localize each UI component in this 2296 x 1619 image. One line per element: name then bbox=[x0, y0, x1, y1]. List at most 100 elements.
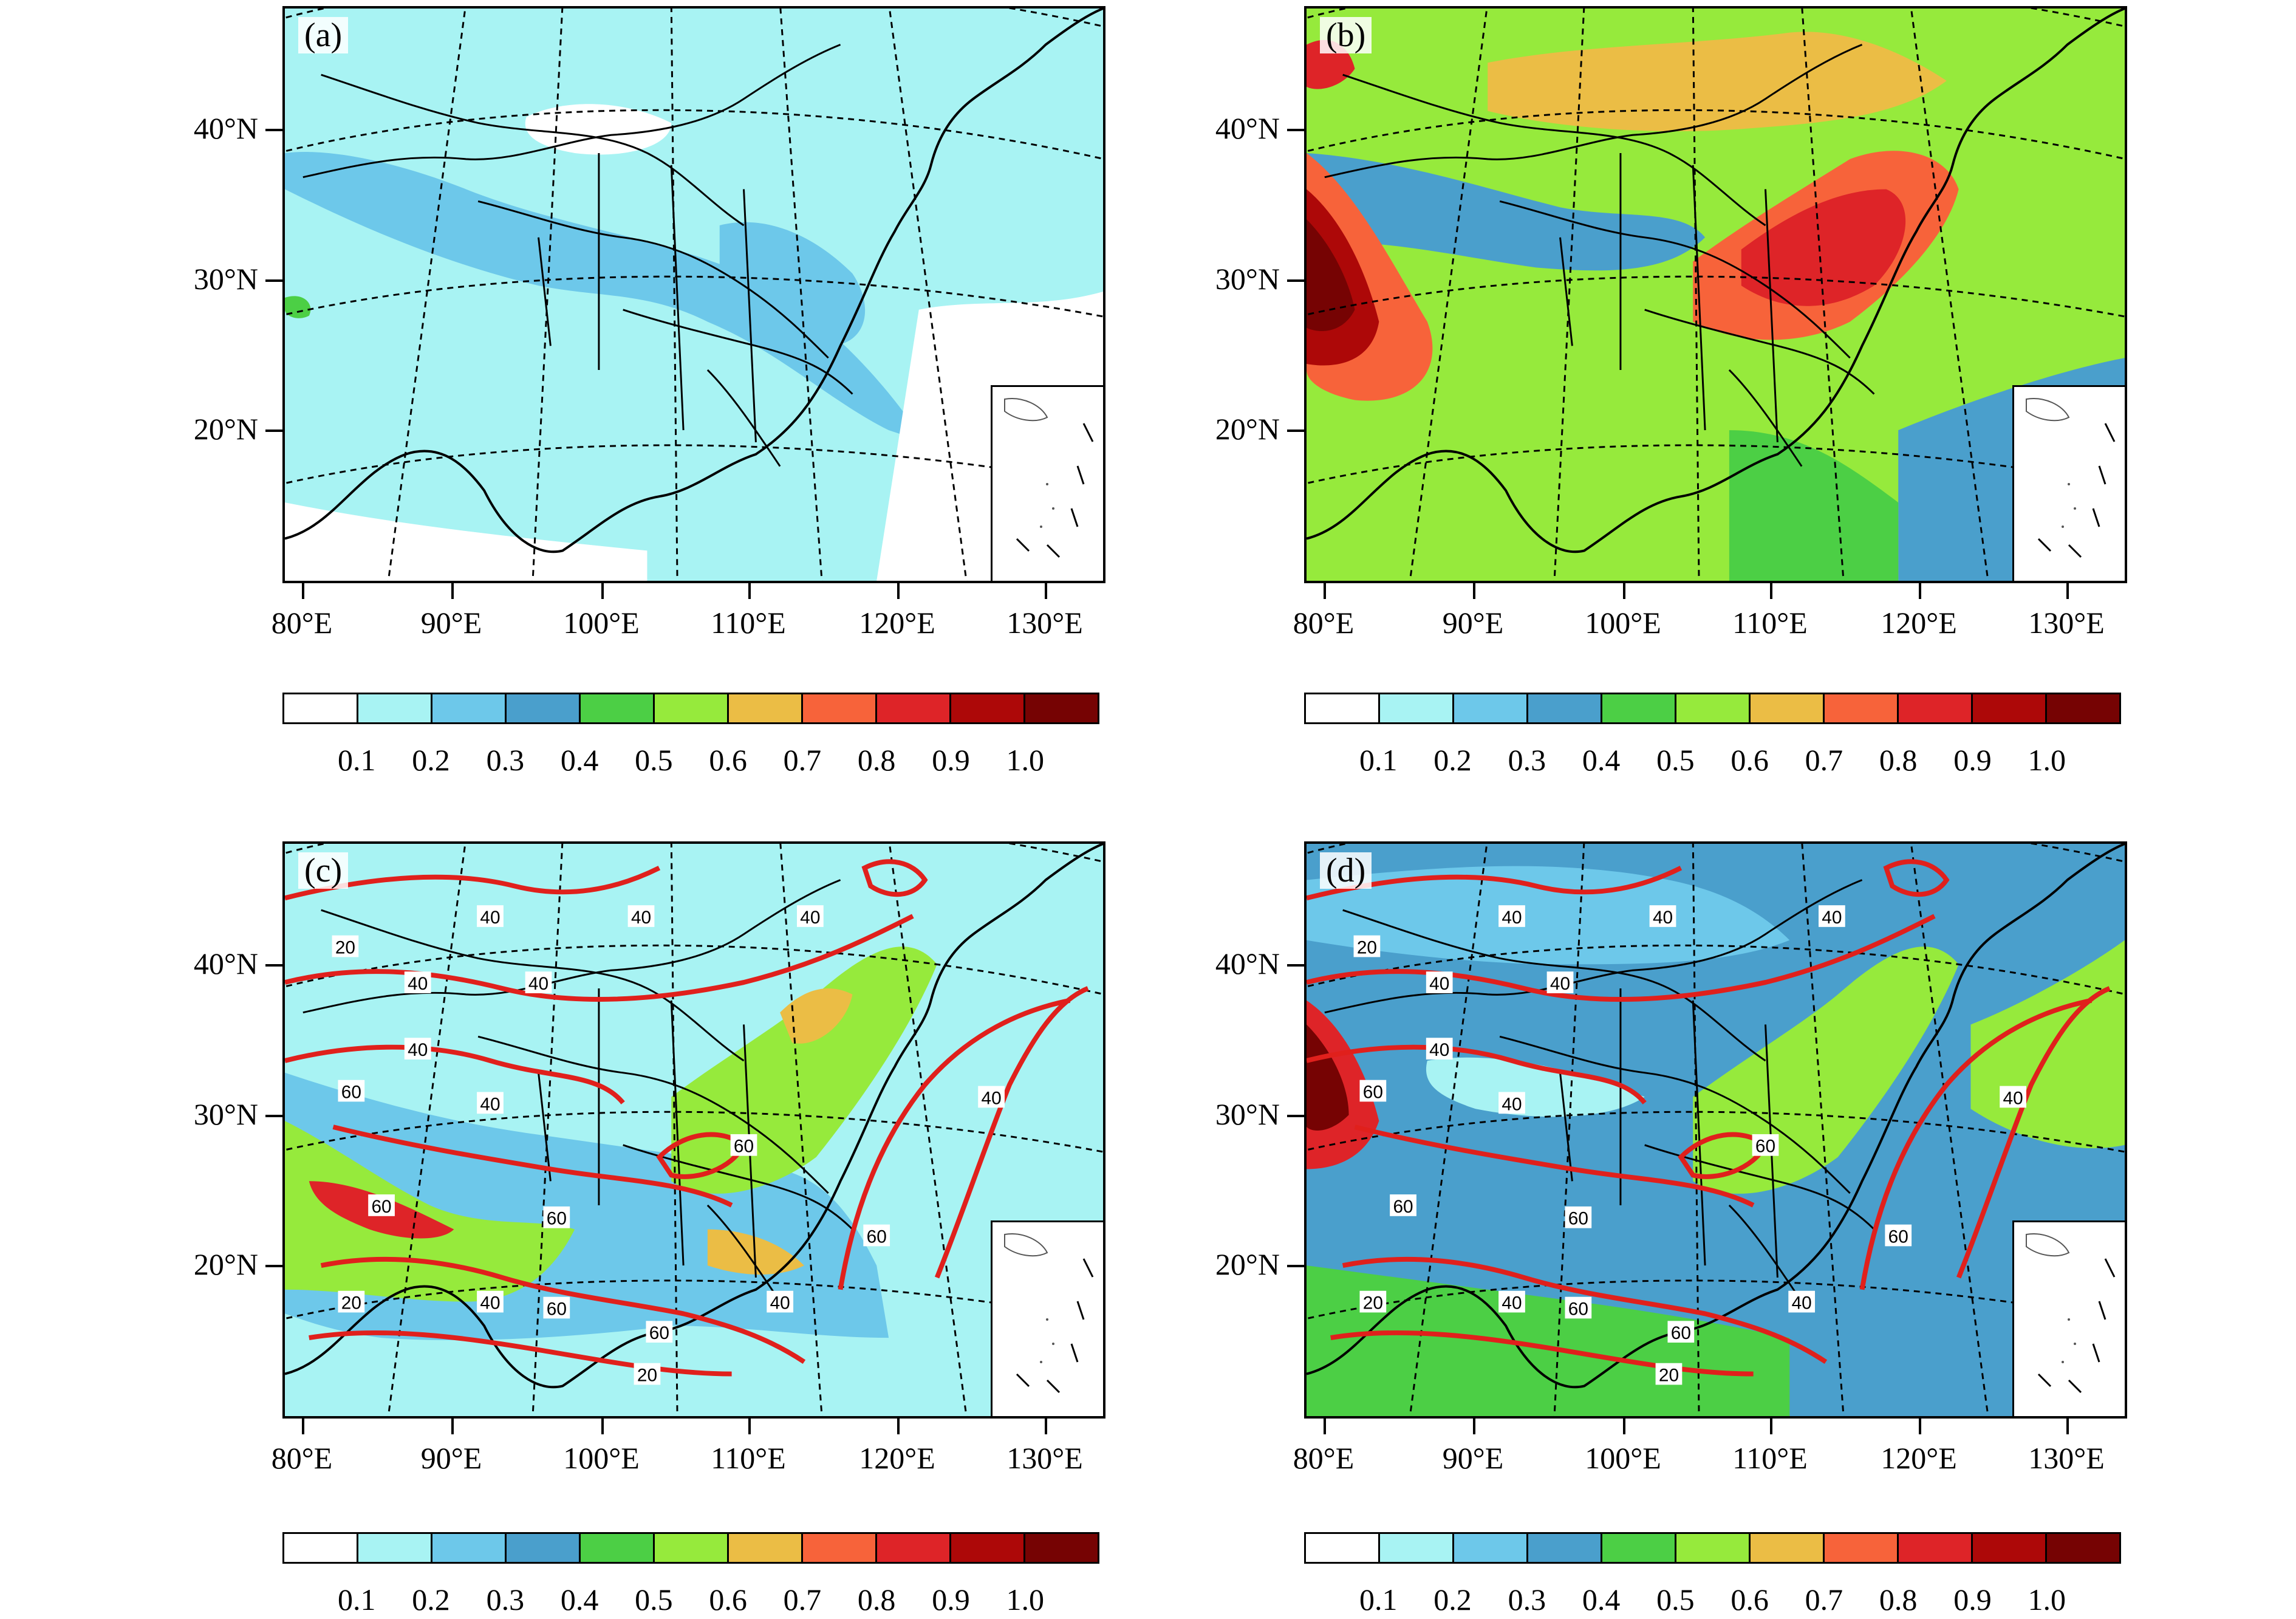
contour-label: 60 bbox=[1390, 1194, 1416, 1217]
contour-label-bg bbox=[1565, 1296, 1592, 1319]
contour-label-bg bbox=[2000, 1086, 2026, 1108]
colorbar-label: 0.9 bbox=[1953, 743, 1992, 777]
contour-label-bg bbox=[1649, 905, 1676, 927]
colorbar-label: 0.3 bbox=[1508, 1583, 1546, 1617]
colorbar-swatch bbox=[877, 694, 951, 722]
longitude-label: 90°E bbox=[420, 1441, 482, 1475]
latitude-label: 40°N bbox=[1215, 946, 1280, 981]
contour-label-bg bbox=[1788, 1290, 1816, 1313]
latitude-label: 30°N bbox=[193, 1097, 258, 1131]
colorbar-label: 0.4 bbox=[1582, 1583, 1621, 1617]
inset-boundary bbox=[1016, 1258, 1094, 1394]
contour-label-text: 20 bbox=[335, 938, 355, 958]
boundary-line bbox=[538, 152, 757, 443]
colorbar-label: 0.8 bbox=[1879, 743, 1918, 777]
colorbar-swatch bbox=[729, 694, 803, 722]
contour-label-text: 20 bbox=[637, 1366, 657, 1386]
longitude-tick bbox=[1919, 583, 1921, 599]
colorbar-label: 0.6 bbox=[1731, 743, 1769, 777]
contour-label-bg bbox=[1359, 1290, 1387, 1313]
contour-label-text: 60 bbox=[547, 1209, 567, 1229]
longitude-label: 80°E bbox=[1293, 606, 1355, 640]
colorbar-label: 0.6 bbox=[709, 1583, 747, 1617]
colorbar-swatch bbox=[507, 694, 581, 722]
latitude-label: 20°N bbox=[193, 1247, 258, 1281]
contour-label-bg bbox=[1426, 1038, 1453, 1059]
contour-label: 60 bbox=[1565, 1206, 1592, 1229]
colorbar-swatch bbox=[1973, 694, 2047, 722]
colorbar-swatch bbox=[1454, 1534, 1528, 1562]
boundary-line bbox=[1324, 44, 1863, 179]
colorbar-label: 0.3 bbox=[1508, 743, 1546, 777]
graticule-line bbox=[1409, 9, 1488, 581]
contour-label: 40 bbox=[796, 905, 824, 928]
inset-island bbox=[1052, 507, 1054, 510]
colorbar-swatch bbox=[284, 694, 358, 722]
pearl-river-orange bbox=[707, 1229, 804, 1275]
contour-label: 60 bbox=[1667, 1321, 1695, 1343]
panel-label: (d) bbox=[1320, 852, 1372, 889]
colorbar-label: 0.1 bbox=[1359, 743, 1398, 777]
contour-label-text: 40 bbox=[1550, 974, 1570, 994]
longitude-label: 100°E bbox=[563, 606, 640, 640]
colorbar-label: 0.9 bbox=[1953, 1583, 1992, 1617]
contour-label-text: 60 bbox=[341, 1082, 361, 1102]
inset-map bbox=[2026, 1233, 2116, 1394]
east-china-band bbox=[719, 222, 866, 346]
bohai-orange bbox=[780, 988, 853, 1044]
contour-label-bg bbox=[338, 1080, 365, 1102]
contour-label-bg bbox=[634, 1363, 661, 1385]
contour-label-bg bbox=[1818, 905, 1845, 927]
graticule-line bbox=[1801, 9, 1845, 581]
longitude-tick bbox=[2066, 583, 2069, 599]
colorbar-swatch bbox=[2047, 694, 2119, 722]
colorbar-swatch bbox=[1602, 1534, 1676, 1562]
graticule-line bbox=[1409, 844, 1488, 1416]
himalaya-green bbox=[285, 1121, 575, 1302]
colorbar-label: 0.4 bbox=[560, 1583, 599, 1617]
colorbar-swatch bbox=[1973, 1534, 2047, 1562]
inset-island bbox=[2068, 483, 2070, 485]
colorbar-label: 0.8 bbox=[1879, 1583, 1918, 1617]
boundary-line bbox=[1342, 909, 1766, 1062]
longitude-label: 90°E bbox=[1442, 606, 1504, 640]
colorbar-label: 0.6 bbox=[1731, 1583, 1769, 1617]
contour-label-bg bbox=[1565, 1206, 1592, 1228]
plateau-light bbox=[1426, 1057, 1645, 1117]
longitude-tick bbox=[1045, 1419, 1047, 1434]
contour-label-text: 40 bbox=[1822, 908, 1842, 928]
colorbar-swatch bbox=[1025, 1534, 1098, 1562]
boundary-line bbox=[623, 309, 853, 395]
latitude-label: 20°N bbox=[193, 412, 258, 446]
contour-label-bg bbox=[863, 1224, 890, 1247]
contour-label: 20 bbox=[634, 1363, 661, 1386]
contour-label: 40 bbox=[1818, 905, 1845, 928]
colorbar-swatch bbox=[1528, 694, 1602, 722]
inset-coast bbox=[2026, 398, 2070, 422]
longitude-label: 130°E bbox=[1006, 606, 1083, 640]
contour-label-text: 40 bbox=[1429, 974, 1449, 994]
contour-label-text: 40 bbox=[408, 1040, 428, 1060]
inset-island bbox=[2074, 507, 2076, 510]
inset-island bbox=[1040, 525, 1042, 528]
graticule-line bbox=[888, 844, 968, 1416]
contour-label-bg bbox=[796, 905, 824, 927]
contour-line bbox=[320, 1256, 806, 1364]
colorbar-label: 0.6 bbox=[709, 743, 747, 777]
contour-label: 60 bbox=[338, 1080, 365, 1102]
contour-label-text: 60 bbox=[1755, 1137, 1775, 1157]
inset-island bbox=[1040, 1361, 1042, 1363]
colorbar-label: 0.9 bbox=[932, 743, 970, 777]
colorbar-swatch bbox=[1825, 1534, 1899, 1562]
contour-label-text: 20 bbox=[1357, 938, 1377, 958]
contour-label: 60 bbox=[543, 1206, 570, 1229]
contour-label-bg bbox=[332, 935, 359, 957]
contour-label-bg bbox=[1498, 905, 1525, 927]
colorbar-label: 0.5 bbox=[1656, 1583, 1695, 1617]
longitude-label: 110°E bbox=[711, 1441, 786, 1475]
inset-map bbox=[1004, 398, 1094, 558]
colorbar-swatch bbox=[729, 1534, 803, 1562]
latitude-tick bbox=[265, 129, 282, 131]
latitude-tick bbox=[265, 1115, 282, 1117]
colorbar bbox=[282, 1532, 1099, 1564]
